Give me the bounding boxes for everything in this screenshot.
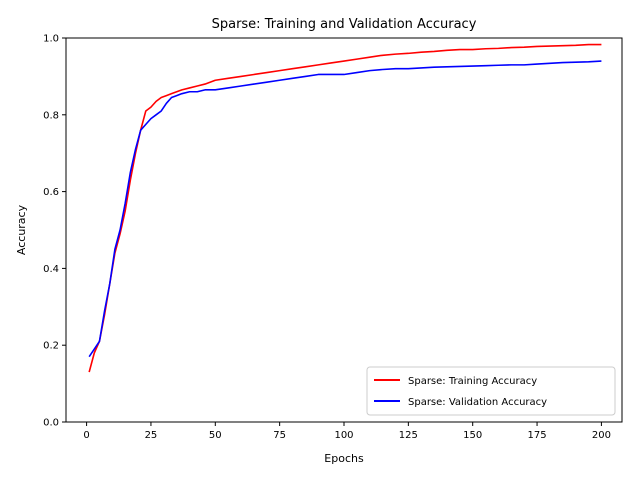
x-tick-label: 100 — [334, 430, 353, 441]
legend-box — [366, 366, 616, 416]
series-layer — [88, 43, 602, 373]
x-tick-label: 200 — [592, 430, 611, 441]
y-tick-label: 0.2 — [43, 341, 59, 352]
x-axis-label: Epochs — [324, 452, 364, 465]
x-tick-label: 125 — [399, 430, 418, 441]
x-axis: 0 25 50 75 100 125 150 175 200 — [83, 422, 611, 441]
legend-label-validation: Sparse: Validation Accuracy — [408, 397, 547, 408]
y-tick-label: 1.0 — [43, 34, 59, 45]
legend: Sparse: Training Accuracy Sparse: Valida… — [366, 366, 616, 416]
y-tick-label: 0.4 — [43, 264, 59, 275]
legend-label-training: Sparse: Training Accuracy — [408, 376, 537, 387]
x-tick-label: 0 — [83, 430, 89, 441]
y-tick-label: 0.8 — [43, 110, 59, 121]
x-tick-label: 75 — [273, 430, 286, 441]
x-tick-label: 150 — [463, 430, 482, 441]
y-tick-label: 0.0 — [43, 418, 59, 429]
training-accuracy-line — [88, 43, 602, 373]
y-axis-label: Accuracy — [15, 204, 28, 255]
x-tick-label: 175 — [528, 430, 547, 441]
x-tick-label: 25 — [145, 430, 158, 441]
chart-title: Sparse: Training and Validation Accuracy — [212, 17, 477, 32]
plot-area — [66, 38, 622, 422]
y-tick-label: 0.6 — [43, 187, 59, 198]
x-tick-label: 50 — [209, 430, 222, 441]
validation-accuracy-line — [88, 60, 602, 358]
y-axis: 0.0 0.2 0.4 0.6 0.8 1.0 — [43, 34, 66, 429]
